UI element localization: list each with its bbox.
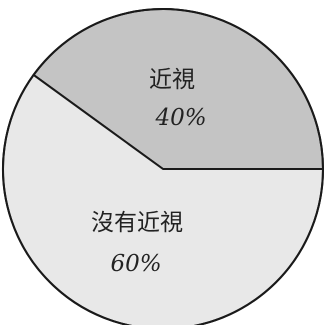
slice-value-no-myopia: 60% (110, 251, 161, 277)
slice-label-no-myopia: 沒有近視 (91, 210, 183, 236)
slice-label-myopia: 近視 (149, 67, 195, 93)
pie-outline (2, 8, 324, 325)
pie-slices (2, 8, 324, 325)
slice-value-myopia: 40% (154, 105, 206, 131)
